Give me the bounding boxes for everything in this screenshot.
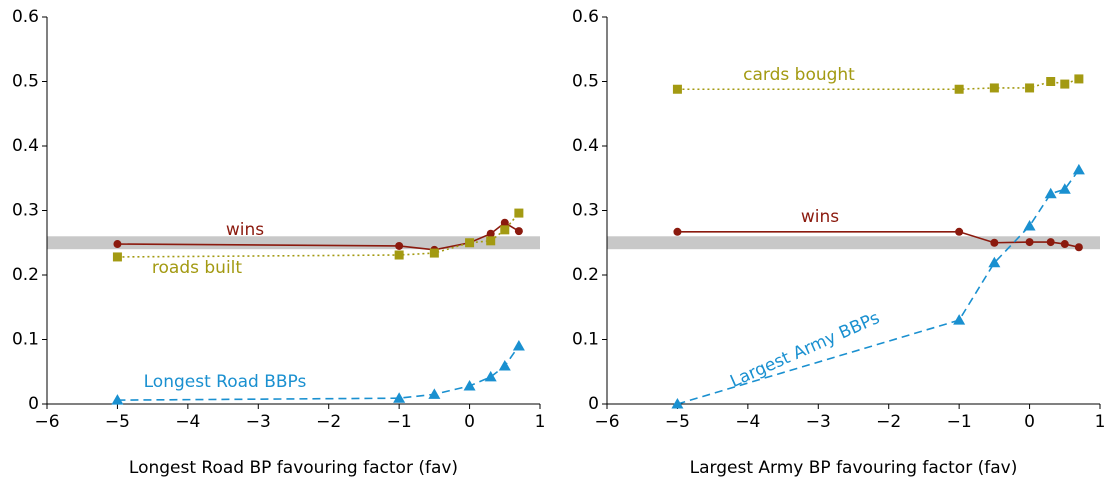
point — [1025, 83, 1035, 93]
point — [395, 241, 404, 250]
y-tick-label: 0.6 — [572, 7, 599, 27]
point — [1074, 74, 1084, 84]
x-tick-label: −2 — [316, 412, 341, 432]
y-tick-label: 0.2 — [572, 265, 599, 285]
series-label: cards bought — [743, 65, 855, 85]
series-label: roads built — [152, 258, 242, 278]
point — [394, 250, 404, 260]
x-tick-label: 0 — [1024, 412, 1035, 432]
x-tick-label: −6 — [34, 412, 59, 432]
x-tick-label: −1 — [387, 412, 412, 432]
point — [1060, 240, 1069, 249]
point — [990, 238, 999, 247]
y-tick-label: 0.3 — [572, 201, 599, 221]
x-tick-label: −3 — [246, 412, 271, 432]
y-tick-label: 0.5 — [12, 72, 39, 92]
point — [989, 83, 999, 93]
x-tick-label: −5 — [105, 412, 130, 432]
x-tick-label: −4 — [175, 412, 200, 432]
point — [988, 256, 1001, 268]
point — [673, 227, 682, 236]
x-tick-label: 0 — [464, 412, 475, 432]
x-tick-label: −4 — [735, 412, 760, 432]
x-tick-label: 1 — [535, 412, 546, 432]
point — [671, 398, 684, 409]
x-tick-label: 1 — [1095, 412, 1106, 432]
point — [112, 252, 122, 262]
point — [465, 238, 475, 248]
point — [484, 370, 497, 382]
x-tick-label: −3 — [806, 412, 831, 432]
point — [113, 240, 122, 249]
point — [1060, 79, 1070, 89]
point — [955, 227, 964, 236]
series-label: wins — [226, 220, 264, 240]
point — [672, 84, 682, 94]
point — [486, 236, 496, 246]
point — [512, 339, 525, 351]
y-tick-label: 0.6 — [12, 7, 39, 27]
point — [1025, 238, 1034, 247]
series-line — [117, 212, 520, 258]
x-tick-label: −6 — [594, 412, 619, 432]
y-tick-label: 0 — [588, 394, 599, 414]
x-axis-label: Longest Road BP favouring factor (fav) — [129, 458, 458, 478]
series-line — [677, 78, 1080, 91]
y-tick-label: 0.5 — [572, 72, 599, 92]
point — [500, 218, 509, 227]
x-tick-label: −2 — [876, 412, 901, 432]
reference-band — [607, 236, 1100, 250]
point — [1046, 77, 1056, 86]
x-tick-label: −1 — [947, 412, 972, 432]
reference-band — [47, 236, 540, 250]
point — [463, 379, 476, 391]
x-tick-label: −5 — [665, 412, 690, 432]
y-tick-label: 0 — [28, 394, 39, 414]
y-tick-label: 0.1 — [572, 330, 599, 350]
point — [514, 227, 523, 236]
y-tick-label: 0.3 — [12, 201, 39, 221]
point — [1044, 187, 1057, 199]
point — [500, 225, 510, 235]
y-tick-label: 0.4 — [572, 136, 599, 156]
x-axis-label: Largest Army BP favouring factor (fav) — [690, 458, 1018, 478]
y-tick-label: 0.1 — [12, 330, 39, 350]
point — [111, 394, 124, 405]
point — [1074, 243, 1083, 252]
point — [953, 314, 966, 325]
series-label: Longest Road BBPs — [144, 372, 307, 392]
point — [486, 229, 495, 238]
point — [393, 392, 406, 403]
point — [1023, 219, 1036, 231]
point — [1058, 183, 1071, 194]
point — [1046, 238, 1055, 247]
point — [954, 84, 964, 94]
y-tick-label: 0.2 — [12, 265, 39, 285]
point — [514, 208, 524, 218]
series-label: wins — [801, 207, 839, 227]
point — [428, 388, 441, 399]
point — [498, 359, 511, 371]
point — [1072, 163, 1085, 175]
point — [429, 248, 439, 258]
y-tick-label: 0.4 — [12, 136, 39, 156]
